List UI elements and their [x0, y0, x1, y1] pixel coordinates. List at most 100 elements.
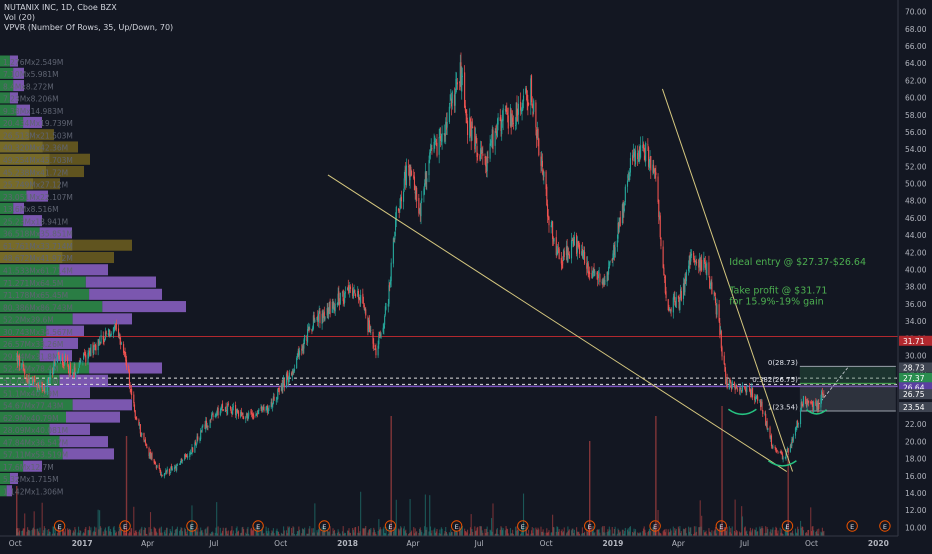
- volume-bar: [97, 509, 99, 536]
- candle-body: [291, 372, 293, 377]
- price-axis[interactable]: 10.0012.0014.0016.0018.0020.0022.0024.00…: [905, 8, 927, 533]
- candle-body: [403, 178, 405, 189]
- candle-body: [786, 448, 789, 452]
- candle-body: [499, 117, 501, 121]
- volume-bar: [394, 528, 396, 536]
- volume-bar: [139, 533, 141, 536]
- volume-bar: [495, 533, 497, 536]
- volume-bar: [227, 530, 229, 536]
- earnings-marker-label: E: [850, 523, 854, 531]
- volume-bar: [477, 526, 479, 536]
- candle-body: [298, 350, 300, 356]
- volume-bar: [494, 533, 496, 536]
- candle-body: [139, 424, 141, 434]
- candle-body: [105, 331, 107, 335]
- candle-body: [400, 196, 402, 202]
- volume-bar: [725, 531, 727, 536]
- candle-body: [586, 261, 589, 268]
- candle-body: [601, 281, 603, 283]
- earnings-marker-label: E: [190, 523, 194, 531]
- volume-bar: [29, 530, 31, 536]
- volume-bar: [393, 526, 395, 536]
- candle-body: [43, 388, 45, 392]
- price-label-text: 26.75: [903, 390, 925, 399]
- volume-bar: [669, 528, 671, 536]
- volume-bar: [669, 531, 671, 536]
- candle-body: [486, 157, 488, 172]
- volume-bar: [240, 533, 242, 536]
- candle-body: [53, 362, 55, 371]
- candle-body: [32, 380, 34, 383]
- volume-bar: [602, 532, 605, 536]
- volume-bar: [380, 529, 382, 536]
- candle-body: [200, 430, 202, 440]
- candle-body: [266, 406, 268, 408]
- candle-body: [730, 384, 733, 390]
- candle-body: [679, 299, 681, 310]
- fib-retracement[interactable]: 0(28.73)0.382(26.75)1(23.54): [752, 359, 896, 412]
- candle-body: [808, 400, 810, 403]
- volume-profile-bar: [0, 116, 24, 128]
- volume-bar: [542, 529, 544, 536]
- volume-profile-bar: [26, 190, 48, 202]
- candle-body: [355, 294, 357, 297]
- candle-body: [169, 472, 171, 474]
- annotation-text: for 15.9%-19% gain: [729, 297, 823, 308]
- trendlines[interactable]: [327, 88, 828, 472]
- candle-body: [186, 455, 188, 457]
- candle-body: [765, 422, 767, 426]
- candle-body: [302, 344, 304, 350]
- volume-profile-bar: [0, 190, 27, 202]
- candle-body: [469, 117, 471, 138]
- volume-bar: [110, 531, 112, 536]
- candle-body: [318, 309, 320, 313]
- volume-bar: [688, 531, 690, 536]
- candle-body: [648, 147, 650, 167]
- candle-body: [530, 78, 532, 106]
- time-axis[interactable]: Oct 2017 Apr Jul Oct 2018 Apr Jul Oct 2019 Apr Jul O…: [9, 539, 889, 548]
- volume-indicator-line[interactable]: Vol (20): [4, 13, 35, 22]
- candle-body: [525, 88, 527, 94]
- volume-bar: [312, 532, 314, 536]
- time-tick-label: 2017: [72, 539, 93, 548]
- volume-bar: [124, 531, 126, 536]
- symbol-line[interactable]: NUTANIX INC, 1D, Cboe BZX: [4, 3, 117, 12]
- volume-bar: [107, 526, 109, 536]
- volume-bar: [421, 532, 423, 536]
- candle-body: [209, 419, 211, 428]
- volume-bar: [130, 528, 132, 536]
- volume-bar: [450, 531, 453, 536]
- volume-bar: [708, 528, 710, 536]
- price-tick-label: 22.00: [905, 420, 927, 429]
- price-axis-background: [898, 0, 932, 550]
- volume-bar: [709, 531, 711, 536]
- volume-bar: [530, 533, 532, 536]
- candle-body: [359, 297, 361, 302]
- candle-body: [306, 336, 308, 342]
- volume-bar: [405, 529, 407, 536]
- candle-body: [304, 334, 306, 341]
- volume-bar: [33, 511, 35, 536]
- volume-bar: [696, 531, 698, 536]
- candle-body: [251, 413, 253, 416]
- earnings-marker-label: E: [588, 523, 592, 531]
- candle-body: [597, 271, 599, 280]
- volume-bar: [626, 529, 629, 536]
- candle-body: [706, 262, 708, 276]
- volume-bar: [161, 532, 163, 536]
- candle-body: [389, 282, 391, 287]
- candle-body: [231, 411, 233, 414]
- candle-body: [390, 262, 392, 282]
- volume-spike: [16, 486, 18, 536]
- volume-bar: [561, 529, 563, 536]
- volume-bar: [277, 531, 279, 536]
- candle-body: [37, 384, 39, 388]
- volume-bar: [83, 533, 85, 536]
- vpvr-indicator-line[interactable]: VPVR (Number Of Rows, 35, Up/Down, 70): [4, 23, 174, 32]
- candle-body: [685, 271, 687, 282]
- candle-body: [736, 384, 738, 389]
- volume-profile-bar: [0, 80, 14, 92]
- candle-body: [701, 259, 703, 271]
